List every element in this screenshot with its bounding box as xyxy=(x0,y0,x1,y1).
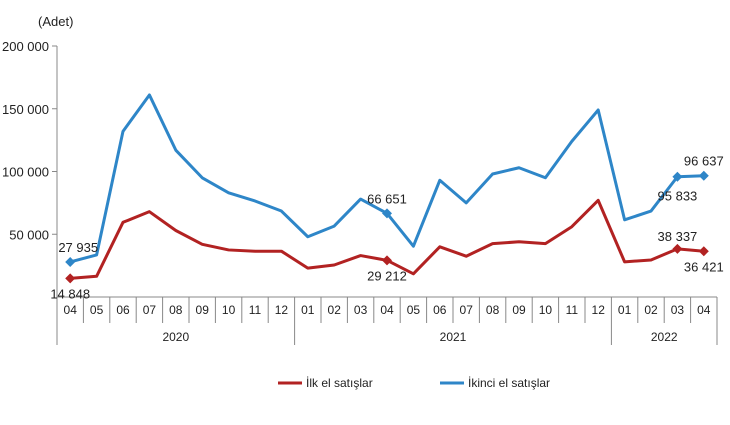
x-tick-label: 09 xyxy=(512,303,526,317)
x-tick-label: 06 xyxy=(116,303,130,317)
x-tick-label: 07 xyxy=(143,303,157,317)
y-tick-label: 100 000 xyxy=(2,165,49,180)
x-tick-label: 05 xyxy=(407,303,421,317)
data-marker xyxy=(65,256,76,267)
x-tick-label: 02 xyxy=(328,303,342,317)
x-tick-label: 03 xyxy=(671,303,685,317)
x-tick-label: 05 xyxy=(90,303,104,317)
y-tick-label: 200 000 xyxy=(2,39,49,54)
x-tick-label: 01 xyxy=(618,303,632,317)
x-tick-label: 03 xyxy=(354,303,368,317)
x-tick-label: 10 xyxy=(222,303,236,317)
x-tick-label: 02 xyxy=(644,303,658,317)
legend-label: İlk el satışlar xyxy=(306,376,373,390)
x-tick-label: 11 xyxy=(566,303,579,317)
series-line-1 xyxy=(69,93,704,264)
y-tick-label: 150 000 xyxy=(2,102,49,117)
x-tick-label: 08 xyxy=(169,303,183,317)
year-label: 2020 xyxy=(162,330,189,344)
x-tick-label: 12 xyxy=(275,303,289,317)
x-tick-label: 12 xyxy=(592,303,606,317)
year-label: 2021 xyxy=(440,330,467,344)
data-label: 14 848 xyxy=(50,286,90,301)
x-tick-label: 07 xyxy=(460,303,474,317)
y-tick-label: 50 000 xyxy=(9,227,49,242)
x-tick-label: 01 xyxy=(301,303,315,317)
data-marker xyxy=(672,171,683,182)
data-label: 29 212 xyxy=(367,268,407,283)
x-tick-label: 04 xyxy=(697,303,711,317)
x-tick-label: 06 xyxy=(433,303,447,317)
x-tick-label: 11 xyxy=(249,303,262,317)
data-label: 36 421 xyxy=(684,259,724,274)
year-label: 2022 xyxy=(651,330,678,344)
x-tick-label: 10 xyxy=(539,303,553,317)
legend-label: İkinci el satışlar xyxy=(468,376,550,390)
data-marker xyxy=(382,208,392,219)
data-marker xyxy=(698,246,709,257)
unit-label: (Adet) xyxy=(38,14,73,29)
x-tick-label: 04 xyxy=(380,303,394,317)
data-label: 66 651 xyxy=(367,191,407,206)
data-label: 96 637 xyxy=(684,154,724,169)
data-marker xyxy=(382,255,392,266)
data-marker xyxy=(65,273,76,284)
data-label: 27 935 xyxy=(58,240,98,255)
data-marker xyxy=(698,170,709,181)
x-tick-label: 08 xyxy=(486,303,500,317)
data-marker xyxy=(672,243,683,254)
data-label: 38 337 xyxy=(658,229,698,244)
data-label: 95 833 xyxy=(658,189,698,204)
x-tick-label: 09 xyxy=(196,303,210,317)
x-tick-label: 04 xyxy=(64,303,78,317)
